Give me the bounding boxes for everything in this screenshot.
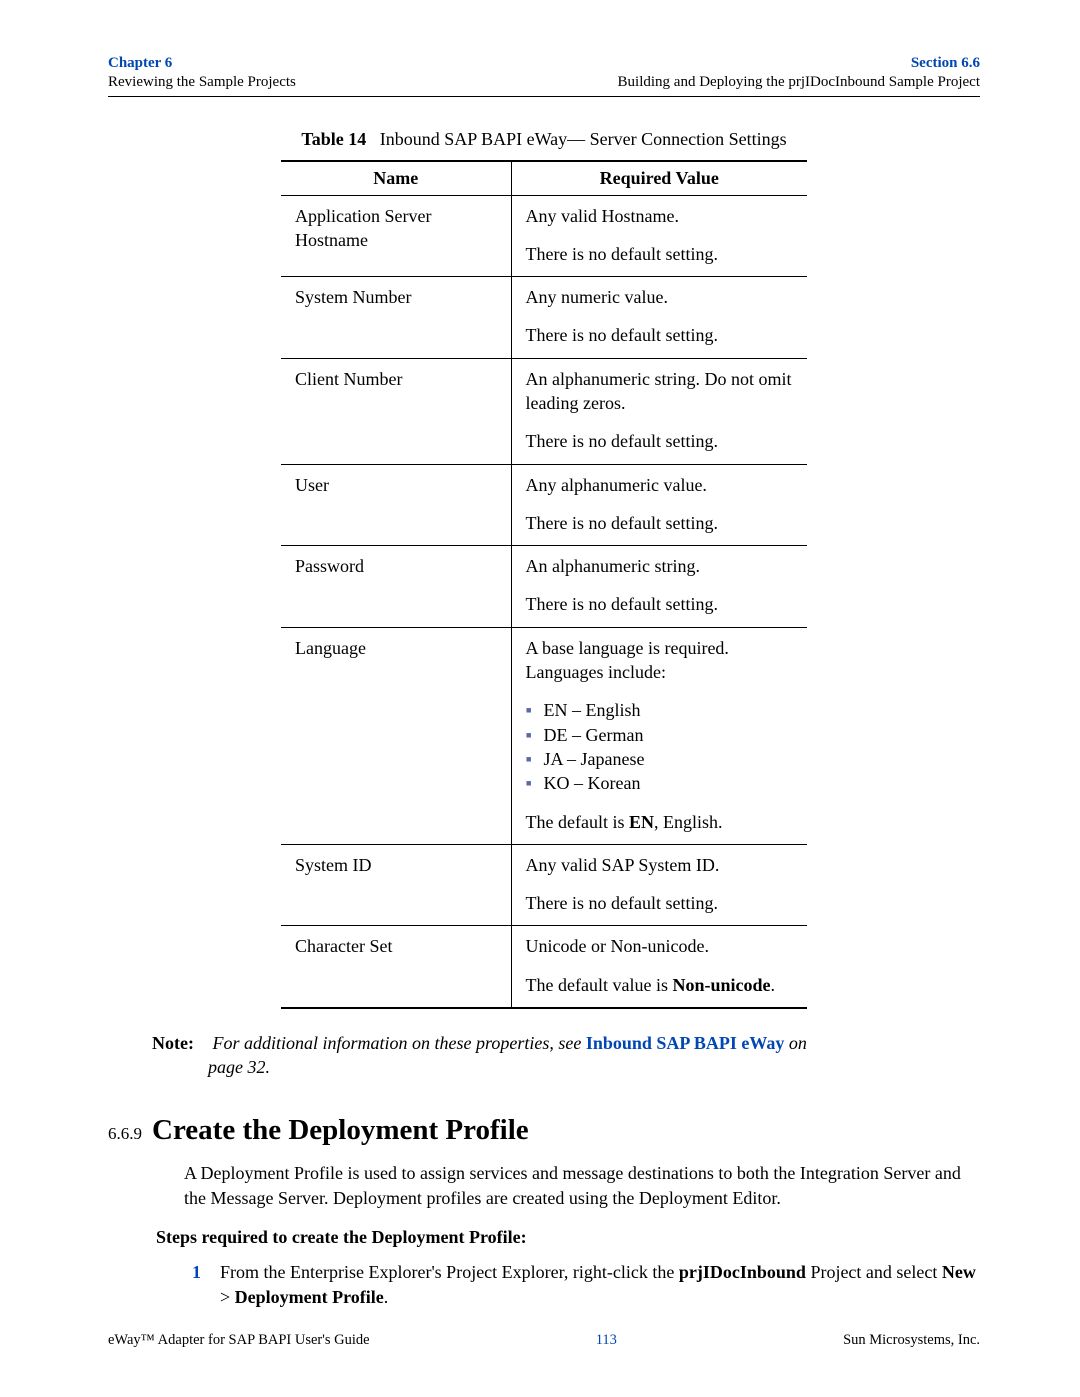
table-row: Password An alphanumeric string. There is …: [281, 546, 807, 628]
cell-name: Character Set: [281, 926, 511, 1008]
list-item: EN – English: [526, 698, 794, 722]
section-heading: 6.6.9 Create the Deployment Profile: [108, 1114, 980, 1147]
header-rule: [108, 96, 980, 97]
table-row: Language A base language is required. Lan…: [281, 627, 807, 844]
value-line: Unicode or Non-unicode.: [526, 934, 794, 958]
step-text-a: From the Enterprise Explorer's Project E…: [220, 1262, 679, 1282]
default-line: There is no default setting.: [526, 323, 794, 347]
chapter-subtitle: Reviewing the Sample Projects: [108, 73, 296, 92]
cell-name: System Number: [281, 277, 511, 359]
default-line: The default is EN, English.: [526, 810, 794, 834]
list-item: JA – Japanese: [526, 747, 794, 771]
page-footer: eWay™ Adapter for SAP BAPI User's Guide …: [108, 1332, 980, 1349]
note-link[interactable]: Inbound SAP BAPI eWay: [586, 1033, 785, 1053]
note-text-after-2: page 32.: [208, 1055, 932, 1079]
table-title-text: Inbound SAP BAPI eWay— Server Connection…: [380, 129, 787, 149]
step-text-d: .: [384, 1287, 389, 1307]
value-line: Any valid Hostname.: [526, 204, 794, 228]
cell-name: System ID: [281, 844, 511, 926]
cell-name: Password: [281, 546, 511, 628]
col-name: Name: [281, 161, 511, 196]
note-text-before: For additional information on these prop…: [213, 1033, 586, 1053]
step-1: 1 From the Enterprise Explorer's Project…: [192, 1260, 980, 1310]
settings-table: Name Required Value Application Server H…: [281, 160, 807, 1010]
cell-name: Language: [281, 627, 511, 844]
step-number: 1: [192, 1260, 201, 1285]
cell-value: An alphanumeric string. Do not omit lead…: [511, 358, 807, 464]
list-item: KO – Korean: [526, 771, 794, 795]
section-paragraph: A Deployment Profile is used to assign s…: [184, 1161, 980, 1211]
footer-right: Sun Microsystems, Inc.: [843, 1332, 980, 1349]
footer-left: eWay™ Adapter for SAP BAPI User's Guide: [108, 1332, 370, 1349]
table-row: Application Server HostnameAny valid Hos…: [281, 195, 807, 277]
cell-value: Any valid SAP System ID. There is no defa…: [511, 844, 807, 926]
value-line: An alphanumeric string.: [526, 554, 794, 578]
section-number: 6.6.9: [108, 1124, 142, 1144]
step-bold-2: New: [942, 1262, 976, 1282]
footer-page: 113: [596, 1332, 617, 1349]
note-label: Note:: [152, 1031, 208, 1055]
default-line: There is no default setting.: [526, 242, 794, 266]
section-label: Section 6.6: [911, 54, 980, 73]
table-row: Character Set Unicode or Non-unicode. The …: [281, 926, 807, 1008]
cell-name: User: [281, 464, 511, 546]
default-line: There is no default setting.: [526, 511, 794, 535]
section-subtitle: Building and Deploying the prjIDocInboun…: [618, 73, 980, 92]
steps-header: Steps required to create the Deployment …: [156, 1227, 980, 1248]
step-text-b: Project and select: [806, 1262, 942, 1282]
default-line: There is no default setting.: [526, 429, 794, 453]
section-title: Create the Deployment Profile: [152, 1114, 529, 1147]
value-line: Any numeric value.: [526, 285, 794, 309]
cell-value: Any valid Hostname. There is no default s…: [511, 195, 807, 277]
chapter-label: Chapter 6: [108, 54, 296, 73]
step-text-c: >: [220, 1287, 235, 1307]
note-block: Note: For additional information on thes…: [152, 1031, 932, 1080]
default-line: The default value is Non-unicode.: [526, 973, 794, 997]
table-row: User Any alphanumeric value. There is no d…: [281, 464, 807, 546]
value-line: A base language is required. Languages i…: [526, 636, 794, 685]
cell-name: Client Number: [281, 358, 511, 464]
value-line: Any alphanumeric value.: [526, 473, 794, 497]
table-row: System Number Any numeric value. There is …: [281, 277, 807, 359]
language-list: EN – EnglishDE – GermanJA – JapaneseKO –…: [526, 698, 794, 795]
cell-value: An alphanumeric string. There is no defau…: [511, 546, 807, 628]
table-row: System ID Any valid SAP System ID. There i…: [281, 844, 807, 926]
table-number: Table 14: [301, 129, 366, 149]
cell-value: Unicode or Non-unicode. The default value…: [511, 926, 807, 1008]
table-caption: Table 14 Inbound SAP BAPI eWay— Server C…: [108, 129, 980, 150]
value-line: Any valid SAP System ID.: [526, 853, 794, 877]
cell-value: Any numeric value. There is no default se…: [511, 277, 807, 359]
default-line: There is no default setting.: [526, 592, 794, 616]
value-line: An alphanumeric string. Do not omit lead…: [526, 367, 794, 416]
table-row: Client Number An alphanumeric string. Do …: [281, 358, 807, 464]
cell-value: Any alphanumeric value. There is no defau…: [511, 464, 807, 546]
note-text-after-1: on: [784, 1033, 807, 1053]
table-header-row: Name Required Value: [281, 161, 807, 196]
default-line: There is no default setting.: [526, 891, 794, 915]
cell-value: A base language is required. Languages i…: [511, 627, 807, 844]
step-bold-3: Deployment Profile: [235, 1287, 384, 1307]
page-header: Chapter 6 Reviewing the Sample Projects …: [108, 54, 980, 92]
list-item: DE – German: [526, 723, 794, 747]
cell-name: Application Server Hostname: [281, 195, 511, 277]
col-value: Required Value: [511, 161, 807, 196]
step-bold-1: prjIDocInbound: [679, 1262, 806, 1282]
